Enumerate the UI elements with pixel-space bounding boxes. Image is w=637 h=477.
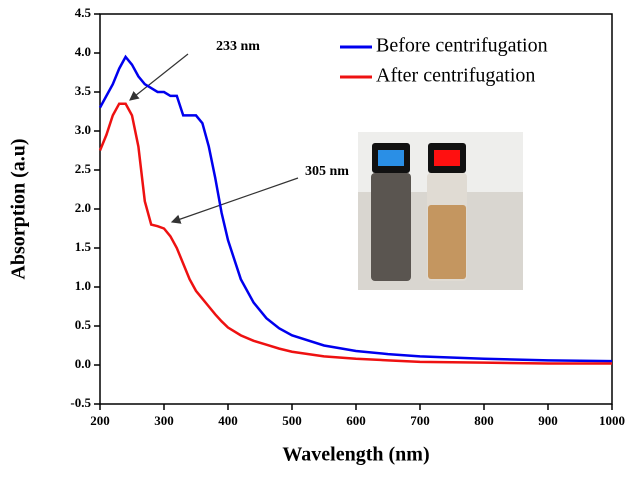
- y-tick-label: 2.0: [75, 200, 91, 215]
- y-tick-label: -0.5: [70, 395, 91, 410]
- y-tick-label: 4.0: [75, 44, 91, 59]
- x-tick-label: 200: [90, 413, 110, 428]
- annotation: 305 nm: [305, 164, 349, 179]
- y-tick-label: 3.5: [75, 83, 92, 98]
- y-axis-label: Absorption (a.u): [8, 138, 30, 279]
- y-tick-label: 3.0: [75, 122, 91, 137]
- annotation-arrow: [170, 177, 299, 224]
- y-tick-label: 1.5: [75, 239, 92, 254]
- x-tick-label: 400: [218, 413, 238, 428]
- y-tick-label: 0.0: [75, 356, 91, 371]
- series-line: [98, 102, 612, 365]
- legend-label: After centrifugation: [376, 65, 535, 87]
- y-tick-label: 1.0: [75, 278, 91, 293]
- series-line: [98, 54, 613, 363]
- y-tick-label: 2.5: [75, 161, 92, 176]
- x-axis-label: Wavelength (nm): [282, 444, 429, 466]
- x-tick-label: 900: [538, 413, 558, 428]
- inset-photo: [358, 132, 523, 290]
- x-tick-label: 300: [154, 413, 174, 428]
- x-tick-label: 1000: [599, 413, 625, 428]
- legend-label: Before centrifugation: [376, 35, 548, 57]
- y-tick-label: 4.5: [75, 5, 92, 20]
- x-tick-label: 500: [282, 413, 302, 428]
- x-tick-label: 800: [474, 413, 494, 428]
- x-tick-label: 700: [410, 413, 430, 428]
- x-tick-label: 600: [346, 413, 366, 428]
- y-tick-label: 0.5: [75, 317, 92, 332]
- annotation: 233 nm: [216, 39, 260, 54]
- annotation-arrow: [129, 53, 189, 101]
